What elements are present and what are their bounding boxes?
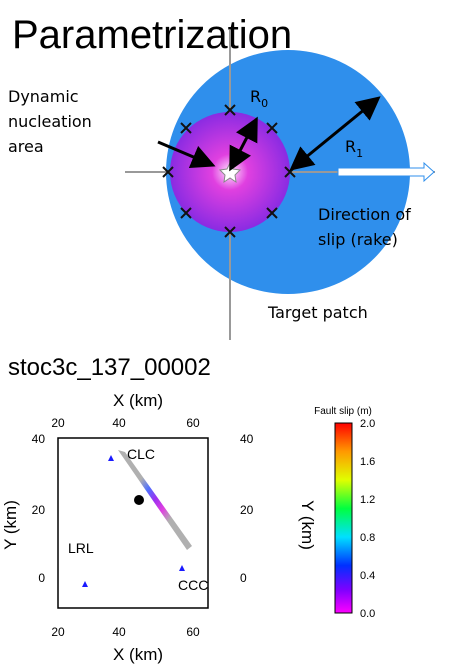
nucleation-label: area <box>8 137 44 156</box>
x-tick-label: 20 <box>51 625 65 639</box>
diagram: Dynamic nucleation area R0 R1 Direction … <box>8 30 435 340</box>
colorbar-tick-label: 0.8 <box>360 532 375 544</box>
direction-label: slip (rake) <box>318 230 398 249</box>
x-tick-label: 60 <box>186 625 200 639</box>
map: stoc3c_137_00002 X (km) X (km) Y (km) Y … <box>1 354 375 664</box>
x-tick-label: 60 <box>186 416 200 430</box>
x-tick-label: 40 <box>112 416 126 430</box>
station-label: CLC <box>127 446 155 462</box>
target-label: Target patch <box>267 303 368 322</box>
symbol: R <box>345 137 356 156</box>
colorbar-tick-label: 1.2 <box>360 494 375 506</box>
subscript: 1 <box>356 147 363 160</box>
page: {"header": {"title": "Parametrization"},… <box>0 0 457 668</box>
y-tick-label: 20 <box>240 503 254 517</box>
x-tick-label: 20 <box>51 416 65 430</box>
colorbar-tick-label: 0.0 <box>360 608 375 620</box>
nucleation-label: nucleation <box>8 112 92 131</box>
colorbar-tick-label: 1.6 <box>360 456 375 468</box>
y-tick-label: 0 <box>38 571 45 585</box>
x-label: X (km) <box>113 645 163 664</box>
direction-label: Direction of <box>318 205 411 224</box>
epicenter <box>134 495 144 505</box>
y-tick-label: 40 <box>32 432 46 446</box>
station-label: LRL <box>68 540 94 556</box>
slide: Parametrization Dynamic nucleation area … <box>0 0 457 668</box>
map-title: stoc3c_137_00002 <box>8 354 211 381</box>
colorbar-tick-label: 0.4 <box>360 570 375 582</box>
y-tick-label: 0 <box>240 571 247 585</box>
y-label: Y (km) <box>298 500 317 550</box>
x-label: X (km) <box>113 391 163 410</box>
colorbar-title: Fault slip (m) <box>314 406 372 417</box>
symbol: R <box>250 87 261 106</box>
y-label: Y (km) <box>1 500 20 550</box>
colorbar-tick-label: 2.0 <box>360 418 375 430</box>
station-label: CCC <box>178 577 208 593</box>
nucleation-label: Dynamic <box>8 87 79 106</box>
colorbar <box>335 423 352 613</box>
subscript: 0 <box>261 97 268 110</box>
y-tick-label: 40 <box>240 432 254 446</box>
body: Parametrization Dynamic nucleation area … <box>0 0 457 668</box>
x-tick-label: 40 <box>112 625 126 639</box>
title: Parametrization <box>12 13 292 57</box>
y-tick-label: 20 <box>32 503 46 517</box>
